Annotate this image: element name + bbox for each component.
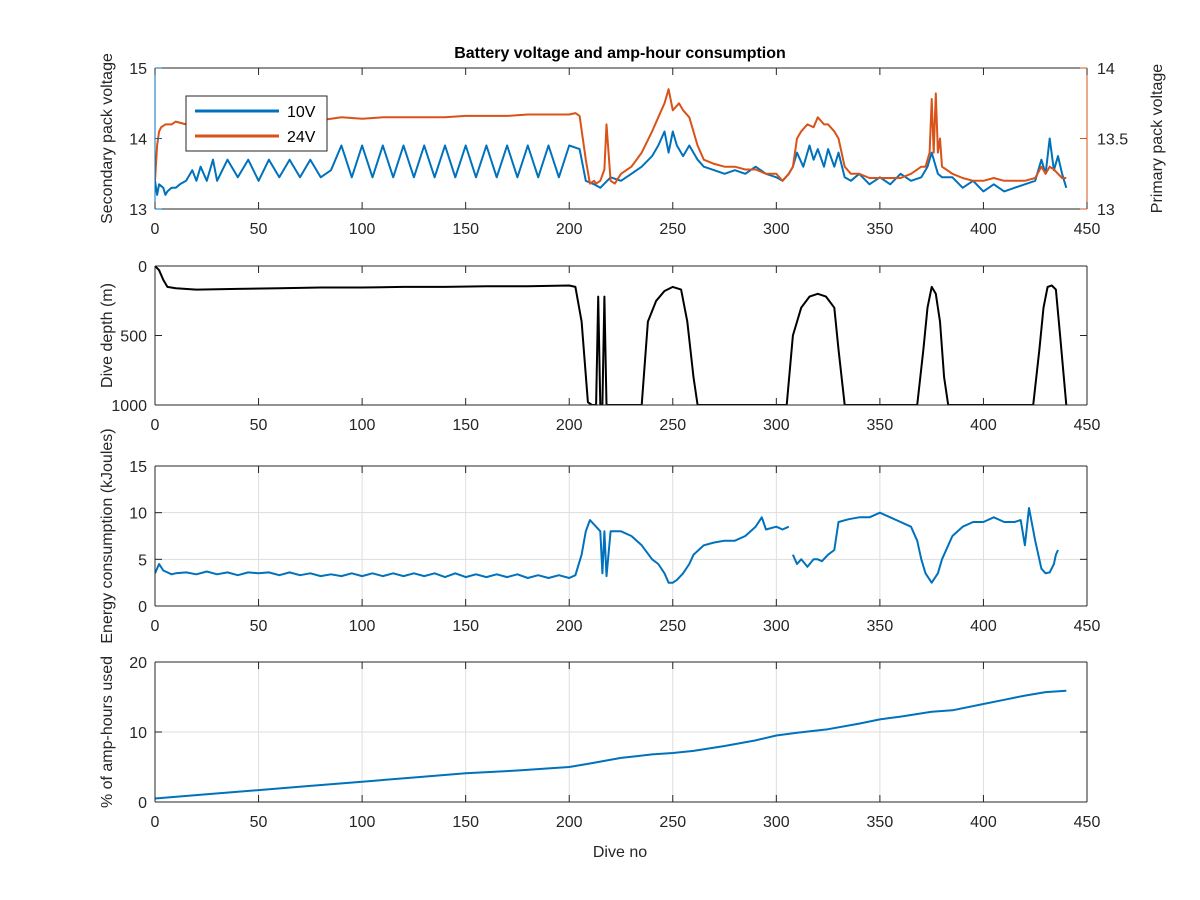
x-tick-label: 50	[250, 221, 268, 238]
x-tick-label: 350	[867, 417, 894, 434]
x-tick-label: 200	[556, 814, 583, 831]
x-tick-label: 100	[349, 814, 376, 831]
y-tick-label-right: 14	[1097, 61, 1115, 78]
y-tick-label: 500	[120, 329, 147, 346]
y-tick-label: 15	[129, 459, 147, 476]
y-axis-title: Secondary pack voltage	[99, 53, 116, 224]
y-tick-label: 0	[138, 259, 147, 276]
y-tick-label: 5	[138, 552, 147, 569]
x-tick-label: 250	[659, 417, 686, 434]
legend-label-24V: 24V	[287, 129, 316, 146]
x-tick-label: 150	[452, 618, 479, 635]
x-tick-label: 100	[349, 618, 376, 635]
series-line-energy-0-seg0	[155, 516, 790, 584]
y-tick-label: 15	[129, 61, 147, 78]
plot-area-voltage	[155, 88, 1068, 196]
x-tick-label: 100	[349, 221, 376, 238]
x-tick-label: 300	[763, 618, 790, 635]
y-axis-title: % of amp-hours used	[99, 656, 116, 808]
y-tick-label: 13	[129, 202, 147, 219]
x-tick-label: 400	[970, 417, 997, 434]
x-tick-label: 100	[349, 417, 376, 434]
y-tick-label: 14	[129, 132, 147, 149]
y-tick-label: 20	[129, 655, 147, 672]
y-axis-title-right: Primary pack voltage	[1149, 64, 1166, 213]
y-tick-label-right: 13.5	[1097, 132, 1128, 149]
x-tick-label: 150	[452, 417, 479, 434]
y-axis-title: Dive depth (m)	[99, 283, 116, 388]
panel-voltage: 0 50 100 150 200 250 300 350 400 450 13 14 15 13 13.5 1…	[99, 45, 1166, 238]
series-line-amphours-0	[155, 689, 1067, 800]
x-tick-label: 0	[151, 618, 160, 635]
legend-box	[185, 95, 328, 152]
x-tick-label: 0	[151, 417, 160, 434]
y-tick-label: 0	[138, 795, 147, 812]
y-tick-label-right: 13	[1097, 202, 1115, 219]
x-tick-label: 0	[151, 221, 160, 238]
y-tick-label: 0	[138, 599, 147, 616]
x-tick-label: 400	[970, 618, 997, 635]
legend-label-10V: 10V	[287, 104, 316, 121]
x-tick-label: 200	[556, 417, 583, 434]
y-tick-label: 1000	[111, 398, 147, 415]
series-line-depth-0	[155, 266, 1068, 405]
panel-depth: 0 50 100 150 200 250 300 350 400 450 0 500 1000 Dive …	[99, 259, 1100, 434]
x-tick-label: 250	[659, 618, 686, 635]
x-tick-label: 200	[556, 221, 583, 238]
x-tick-label: 350	[867, 221, 894, 238]
x-tick-label: 350	[867, 814, 894, 831]
x-tick-label: 350	[867, 618, 894, 635]
series-line-voltage-10V	[155, 130, 1068, 196]
x-tick-label: 300	[763, 417, 790, 434]
y-tick-label: 10	[129, 506, 147, 523]
series-line-energy-0-seg1	[791, 507, 1059, 584]
x-tick-label: 450	[1074, 417, 1101, 434]
x-tick-label: 250	[659, 814, 686, 831]
y-tick-label: 10	[129, 725, 147, 742]
x-tick-label: 450	[1074, 221, 1101, 238]
x-tick-label: 450	[1074, 618, 1101, 635]
panel-energy: 0 50 100 150 200 250 300 350 400 450 0 5 10 15 Energy …	[99, 428, 1100, 643]
x-tick-label: 150	[452, 221, 479, 238]
plot-area-energy	[155, 507, 1059, 584]
plot-area-amphours	[155, 689, 1067, 800]
x-tick-label: 400	[970, 221, 997, 238]
x-tick-label: 250	[659, 221, 686, 238]
chart-title: Battery voltage and amp-hour consumption	[454, 45, 786, 62]
x-tick-label: 50	[250, 814, 268, 831]
x-tick-label: 150	[452, 814, 479, 831]
x-tick-label: 300	[763, 814, 790, 831]
x-axis-title: Dive no	[593, 844, 647, 861]
x-tick-label: 0	[151, 814, 160, 831]
x-tick-label: 400	[970, 814, 997, 831]
y-axis-title: Energy consumption (kJoules)	[99, 428, 116, 643]
x-tick-label: 450	[1074, 814, 1101, 831]
x-tick-label: 200	[556, 618, 583, 635]
x-tick-label: 50	[250, 417, 268, 434]
plot-area-depth	[155, 266, 1068, 405]
series-line-voltage-24V	[155, 88, 1067, 185]
panel-amphours: 0 50 100 150 200 250 300 350 400 450 0 10 20 % of amp…	[99, 655, 1100, 861]
x-tick-label: 300	[763, 221, 790, 238]
x-tick-label: 50	[250, 618, 268, 635]
